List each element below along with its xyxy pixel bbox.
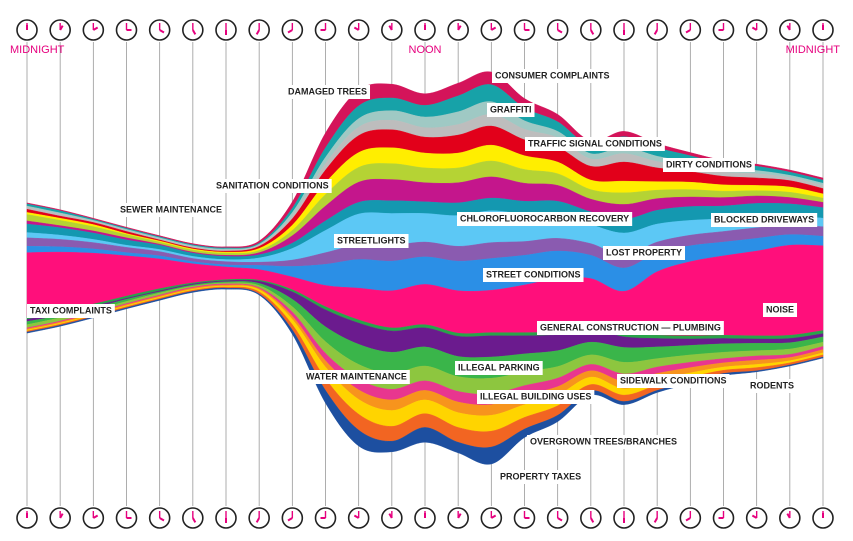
stream bbox=[26, 287, 824, 465]
clock-hour-hand bbox=[388, 513, 393, 519]
clock-hour-hand bbox=[255, 29, 261, 35]
series-label: OVERGROWN TREES/BRANCHES bbox=[530, 436, 677, 446]
label-box bbox=[483, 268, 584, 282]
label-box bbox=[525, 137, 665, 151]
series-label: SANITATION CONDITIONS bbox=[216, 180, 329, 190]
clock-hour-hand bbox=[685, 517, 691, 522]
clock-hour-hand bbox=[751, 26, 758, 31]
label-box bbox=[537, 321, 724, 335]
clock-hour-hand bbox=[255, 517, 261, 523]
series-label: STREET CONDITIONS bbox=[486, 269, 581, 279]
clock-hour-hand bbox=[191, 29, 197, 35]
clock-hour-hand bbox=[751, 514, 758, 519]
series-label: SEWER MAINTENANCE bbox=[120, 204, 222, 214]
label-box bbox=[487, 103, 535, 117]
clock-hour-hand bbox=[557, 517, 563, 522]
clock-hour-hand bbox=[653, 29, 659, 35]
clock-hour-hand bbox=[490, 26, 497, 31]
label-box bbox=[334, 234, 409, 248]
clock-hour-hand bbox=[490, 514, 497, 519]
series-label: ILLEGAL PARKING bbox=[458, 362, 540, 372]
series-label: CONSUMER COMPLAINTS bbox=[495, 70, 610, 80]
clock-hour-hand bbox=[159, 29, 165, 34]
series-label: TRAFFIC SIGNAL CONDITIONS bbox=[528, 138, 662, 148]
clock-hour-hand bbox=[191, 517, 197, 523]
series-label: NOISE bbox=[766, 304, 794, 314]
clock-hour-hand bbox=[786, 25, 791, 31]
label-box bbox=[603, 246, 686, 260]
label-box bbox=[457, 212, 633, 226]
clock-hour-hand bbox=[59, 25, 64, 31]
series-label: TAXI COMPLAINTS bbox=[30, 305, 112, 315]
time-label: MIDNIGHT bbox=[10, 44, 65, 56]
series-label: SIDEWALK CONDITIONS bbox=[620, 375, 727, 385]
clock-hour-hand bbox=[353, 514, 360, 519]
label-box bbox=[303, 370, 410, 384]
streams bbox=[26, 71, 824, 465]
label-box bbox=[747, 379, 798, 393]
label-box bbox=[455, 361, 543, 375]
series-label: GRAFFITI bbox=[490, 104, 532, 114]
clock-hour-hand bbox=[92, 26, 99, 31]
clock-hour-hand bbox=[457, 25, 462, 31]
clocks: MIDNIGHT NOON MIDNIGHT bbox=[10, 19, 841, 529]
series-label: LOST PROPERTY bbox=[606, 247, 682, 257]
series-label: BLOCKED DRIVEWAYS bbox=[714, 214, 814, 224]
clock-hour-hand bbox=[786, 513, 791, 519]
series-label: CHLOROFLUOROCARBON RECOVERY bbox=[460, 213, 629, 223]
clock-hour-hand bbox=[589, 29, 595, 35]
label-box bbox=[477, 390, 595, 404]
label-box bbox=[617, 374, 730, 388]
label-box bbox=[117, 203, 226, 217]
series-label: ILLEGAL BUILDING USES bbox=[480, 391, 591, 401]
series-label: DAMAGED TREES bbox=[288, 86, 367, 96]
label-box bbox=[285, 85, 371, 99]
series-label: RODENTS bbox=[750, 380, 794, 390]
label-box bbox=[27, 304, 115, 318]
clock-hour-hand bbox=[685, 29, 691, 34]
label-box bbox=[763, 303, 798, 317]
clock-hour-hand bbox=[353, 26, 360, 31]
time-label: MIDNIGHT bbox=[786, 44, 841, 56]
series-label: WATER MAINTENANCE bbox=[306, 371, 407, 381]
label-box bbox=[663, 158, 755, 172]
series-label: DIRTY CONDITIONS bbox=[666, 159, 752, 169]
clock-hour-hand bbox=[287, 517, 293, 522]
clock-hour-hand bbox=[557, 29, 563, 34]
series-label: STREETLIGHTS bbox=[337, 235, 406, 245]
clock-hour-hand bbox=[92, 514, 99, 519]
clock-hour-hand bbox=[589, 517, 595, 523]
label-box bbox=[527, 435, 681, 449]
label-box bbox=[711, 213, 818, 227]
clock-hour-hand bbox=[388, 25, 393, 31]
clock-hour-hand bbox=[59, 513, 64, 519]
clock-hour-hand bbox=[457, 513, 462, 519]
series-label: GENERAL CONSTRUCTION — PLUMBING bbox=[540, 322, 721, 332]
label-box bbox=[213, 179, 332, 193]
label-box bbox=[492, 69, 613, 83]
stream-labels: DAMAGED TREES CONSUMER COMPLAINTS GRAFFITI… bbox=[27, 69, 818, 484]
series-label: PROPERTY TAXES bbox=[500, 471, 581, 481]
clock-hour-hand bbox=[159, 517, 165, 522]
label-box bbox=[497, 470, 585, 484]
clock-hour-hand bbox=[287, 29, 293, 34]
clock-hour-hand bbox=[653, 517, 659, 523]
time-label: NOON bbox=[409, 44, 442, 56]
